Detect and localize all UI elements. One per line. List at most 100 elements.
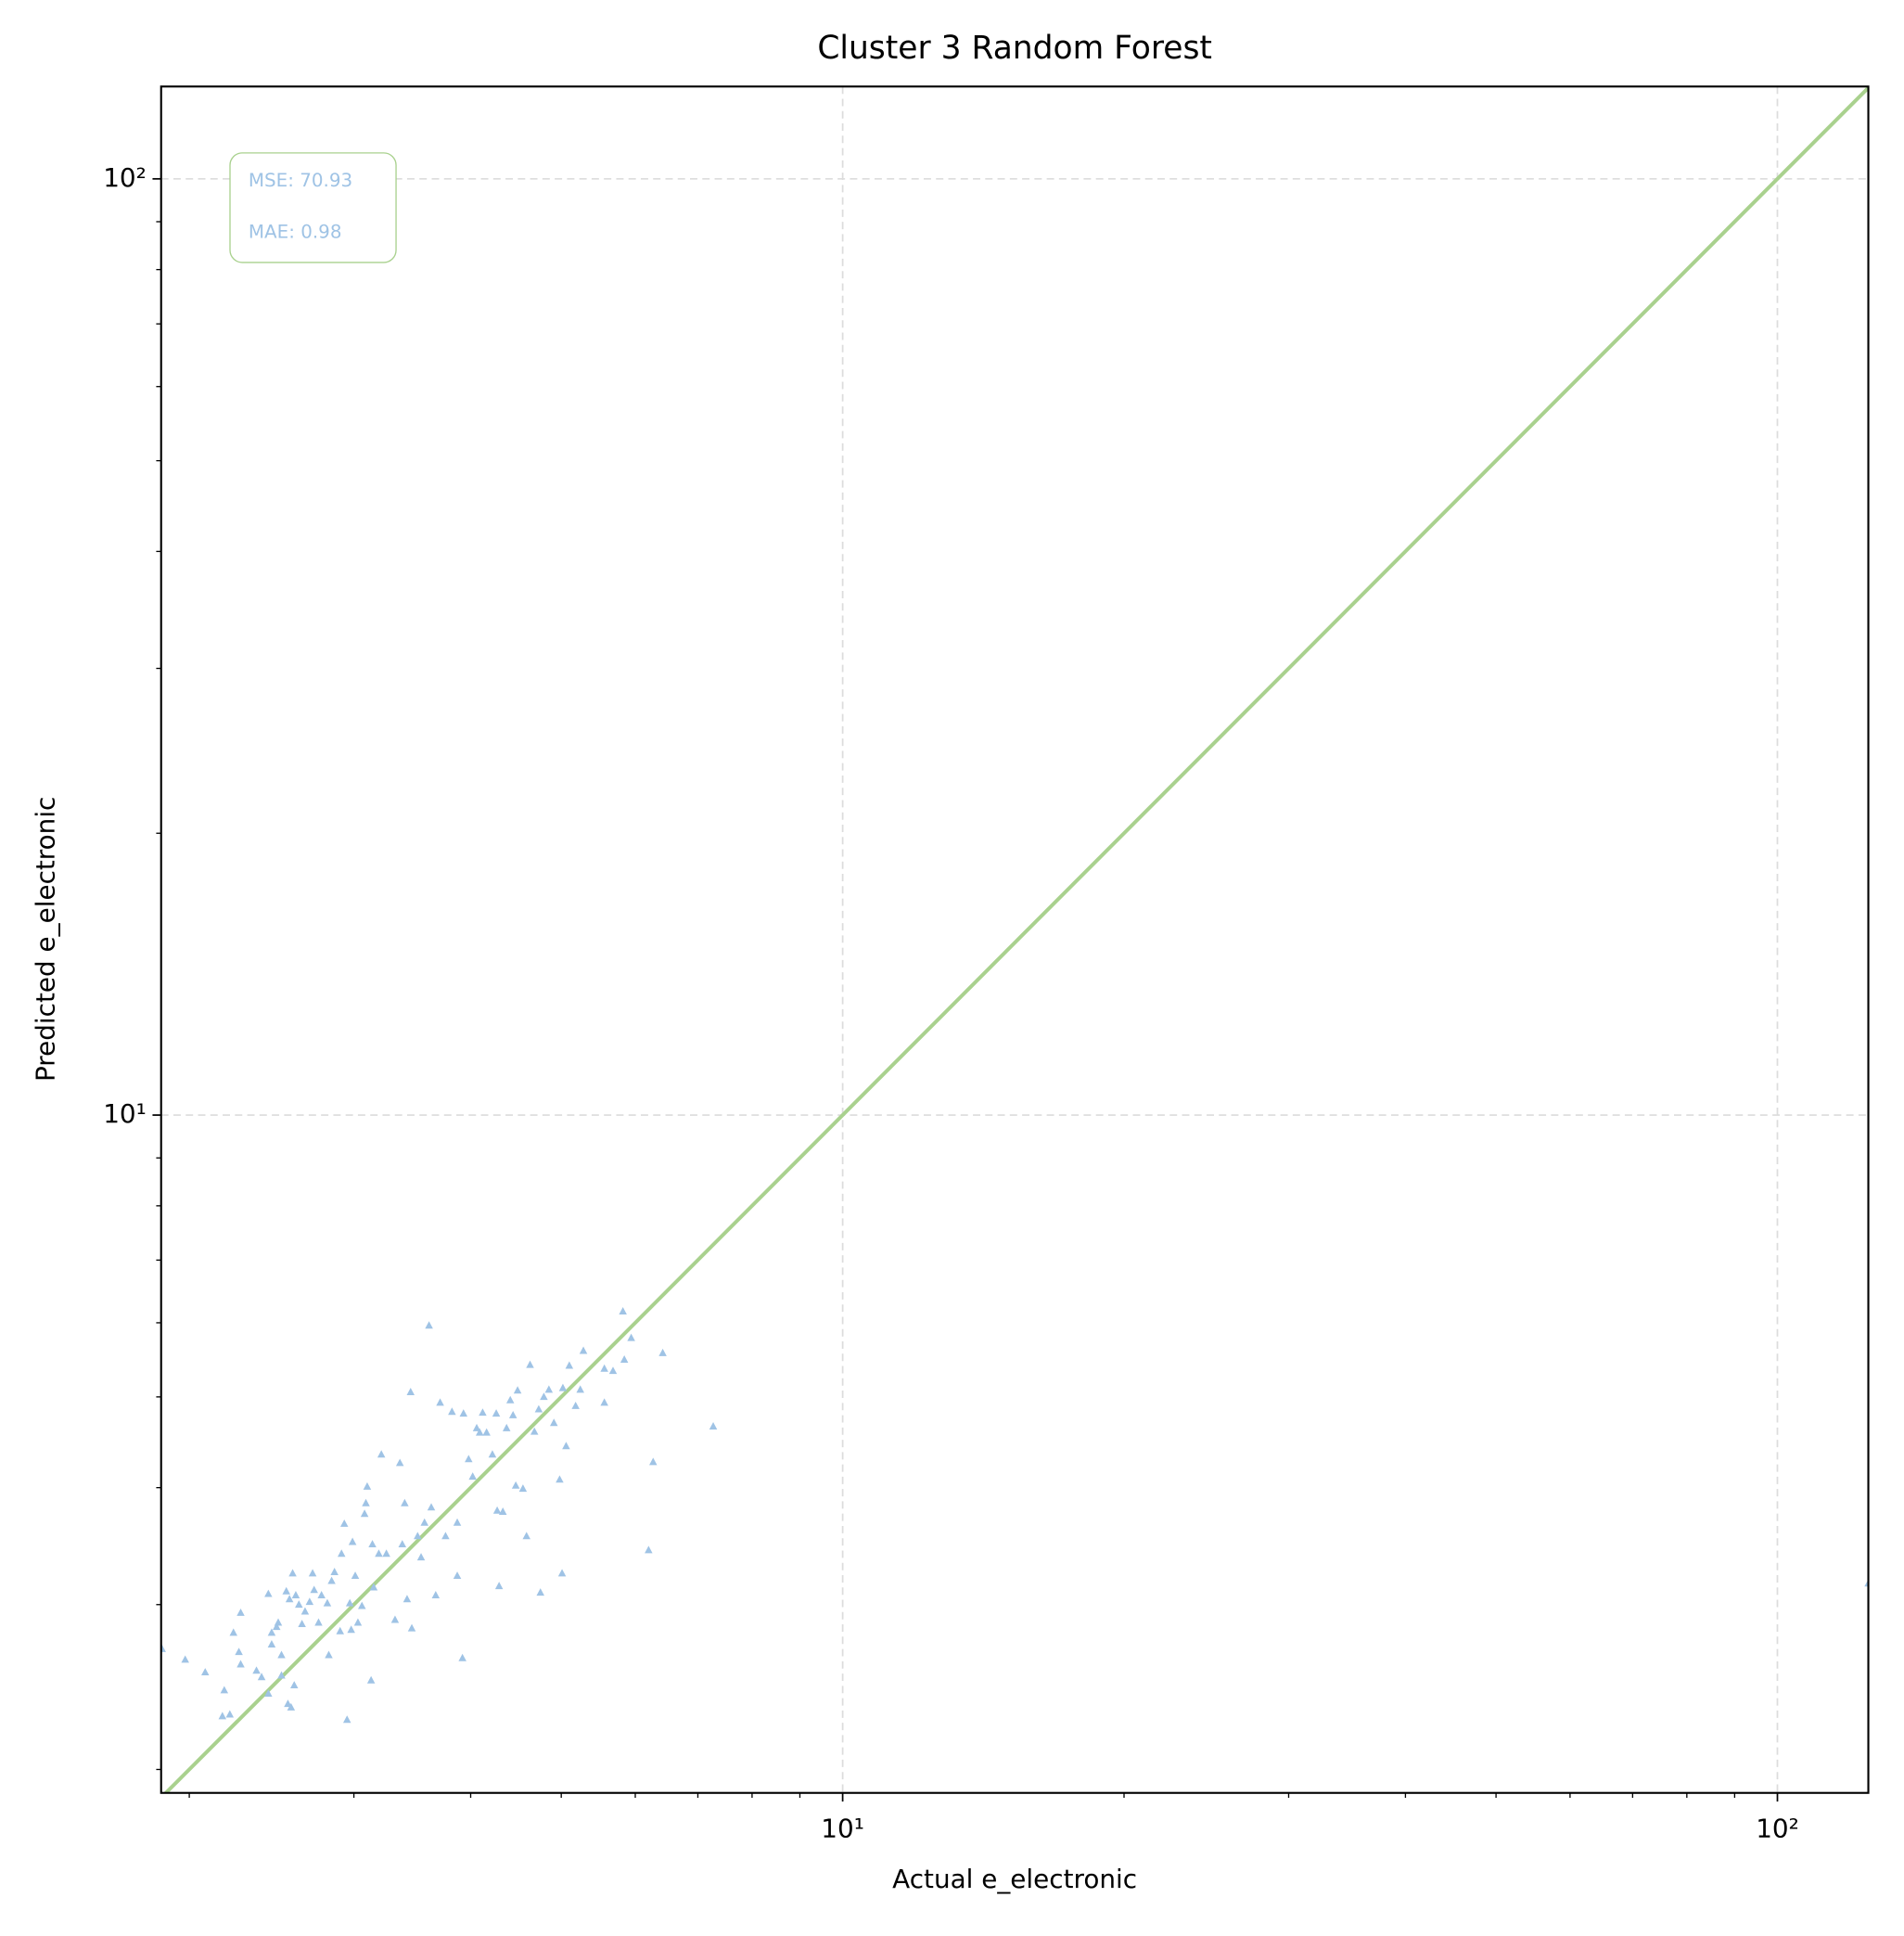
data-point	[257, 1673, 266, 1681]
data-point	[368, 1540, 377, 1548]
data-point	[576, 1385, 584, 1393]
data-point	[290, 1681, 299, 1689]
data-point	[600, 1398, 608, 1406]
annotation-text: MAE: 0.98	[249, 222, 342, 243]
data-point	[338, 1549, 346, 1558]
data-point	[348, 1537, 357, 1545]
data-point	[267, 1628, 276, 1636]
data-point	[295, 1600, 303, 1609]
data-point	[458, 1653, 466, 1661]
data-point	[425, 1321, 433, 1329]
plot-area	[160, 86, 1869, 1793]
data-point	[627, 1333, 635, 1341]
data-point	[431, 1591, 441, 1598]
data-point	[360, 1509, 369, 1518]
data-point	[325, 1650, 333, 1659]
y-tick-label: 10¹	[103, 1098, 147, 1129]
data-point	[282, 1586, 290, 1595]
data-point	[229, 1628, 237, 1636]
y-tick-label: 10²	[103, 162, 147, 193]
data-point	[508, 1410, 518, 1418]
data-point	[339, 1519, 349, 1527]
data-point	[579, 1346, 588, 1354]
data-point	[534, 1404, 543, 1413]
data-point	[308, 1569, 317, 1577]
x-axis-label: Actual e_electronic	[892, 1864, 1137, 1894]
data-point	[323, 1598, 332, 1607]
data-point	[236, 1660, 245, 1668]
data-point	[476, 1428, 484, 1436]
data-point	[658, 1348, 667, 1356]
data-point	[377, 1450, 386, 1458]
data-point	[273, 1622, 281, 1631]
data-point	[390, 1615, 400, 1623]
data-point	[502, 1423, 511, 1431]
data-point	[305, 1597, 314, 1606]
data-point	[448, 1407, 456, 1416]
data-point	[252, 1666, 261, 1674]
data-point	[382, 1549, 390, 1558]
data-point	[620, 1355, 629, 1363]
data-point	[218, 1712, 227, 1720]
data-point	[492, 1409, 501, 1417]
data-point	[288, 1569, 297, 1577]
data-point	[459, 1409, 468, 1417]
data-point	[225, 1710, 235, 1718]
data-point	[494, 1582, 504, 1590]
data-point	[479, 1408, 487, 1417]
data-point	[562, 1442, 570, 1450]
data-point	[608, 1366, 618, 1375]
data-point	[565, 1361, 574, 1369]
data-point	[645, 1545, 653, 1554]
data-point	[285, 1595, 294, 1603]
data-point	[549, 1418, 558, 1427]
data-point	[540, 1392, 548, 1401]
data-point	[522, 1532, 530, 1540]
x-tick-label: 10¹	[821, 1814, 864, 1844]
data-point	[407, 1623, 416, 1632]
data-point	[274, 1618, 283, 1626]
data-point	[1864, 1579, 1869, 1587]
data-point	[398, 1540, 407, 1548]
data-point	[511, 1481, 520, 1489]
data-point	[709, 1422, 718, 1430]
data-point	[505, 1395, 515, 1404]
data-point	[420, 1518, 428, 1526]
data-point	[375, 1549, 383, 1558]
data-point	[526, 1360, 534, 1368]
data-point	[416, 1553, 426, 1561]
data-point	[556, 1475, 564, 1483]
data-point	[369, 1583, 378, 1591]
data-point	[160, 1644, 166, 1652]
data-point	[277, 1671, 286, 1679]
x-tick-label: 10²	[1756, 1814, 1799, 1844]
data-point	[347, 1625, 355, 1634]
data-point	[362, 1498, 370, 1506]
data-point	[201, 1668, 210, 1676]
data-point	[619, 1307, 627, 1315]
data-point	[314, 1618, 323, 1626]
data-point	[488, 1450, 497, 1458]
data-point	[441, 1532, 450, 1540]
data-point	[530, 1427, 539, 1435]
data-point	[468, 1472, 477, 1481]
data-point	[558, 1383, 568, 1391]
y-axis-label: Predicted e_electronic	[30, 797, 60, 1082]
data-point	[220, 1686, 229, 1694]
data-point	[366, 1675, 376, 1684]
data-point	[336, 1626, 344, 1635]
identity-line	[163, 86, 1869, 1793]
data-point	[395, 1458, 404, 1467]
data-point	[298, 1620, 306, 1628]
data-point	[235, 1648, 243, 1656]
data-point	[287, 1702, 296, 1711]
data-point	[465, 1455, 473, 1463]
data-point	[342, 1715, 351, 1724]
data-point	[536, 1588, 544, 1596]
data-point	[557, 1569, 567, 1577]
data-point	[513, 1386, 522, 1394]
data-point	[403, 1595, 412, 1603]
data-point	[345, 1598, 354, 1607]
data-point	[236, 1608, 245, 1616]
